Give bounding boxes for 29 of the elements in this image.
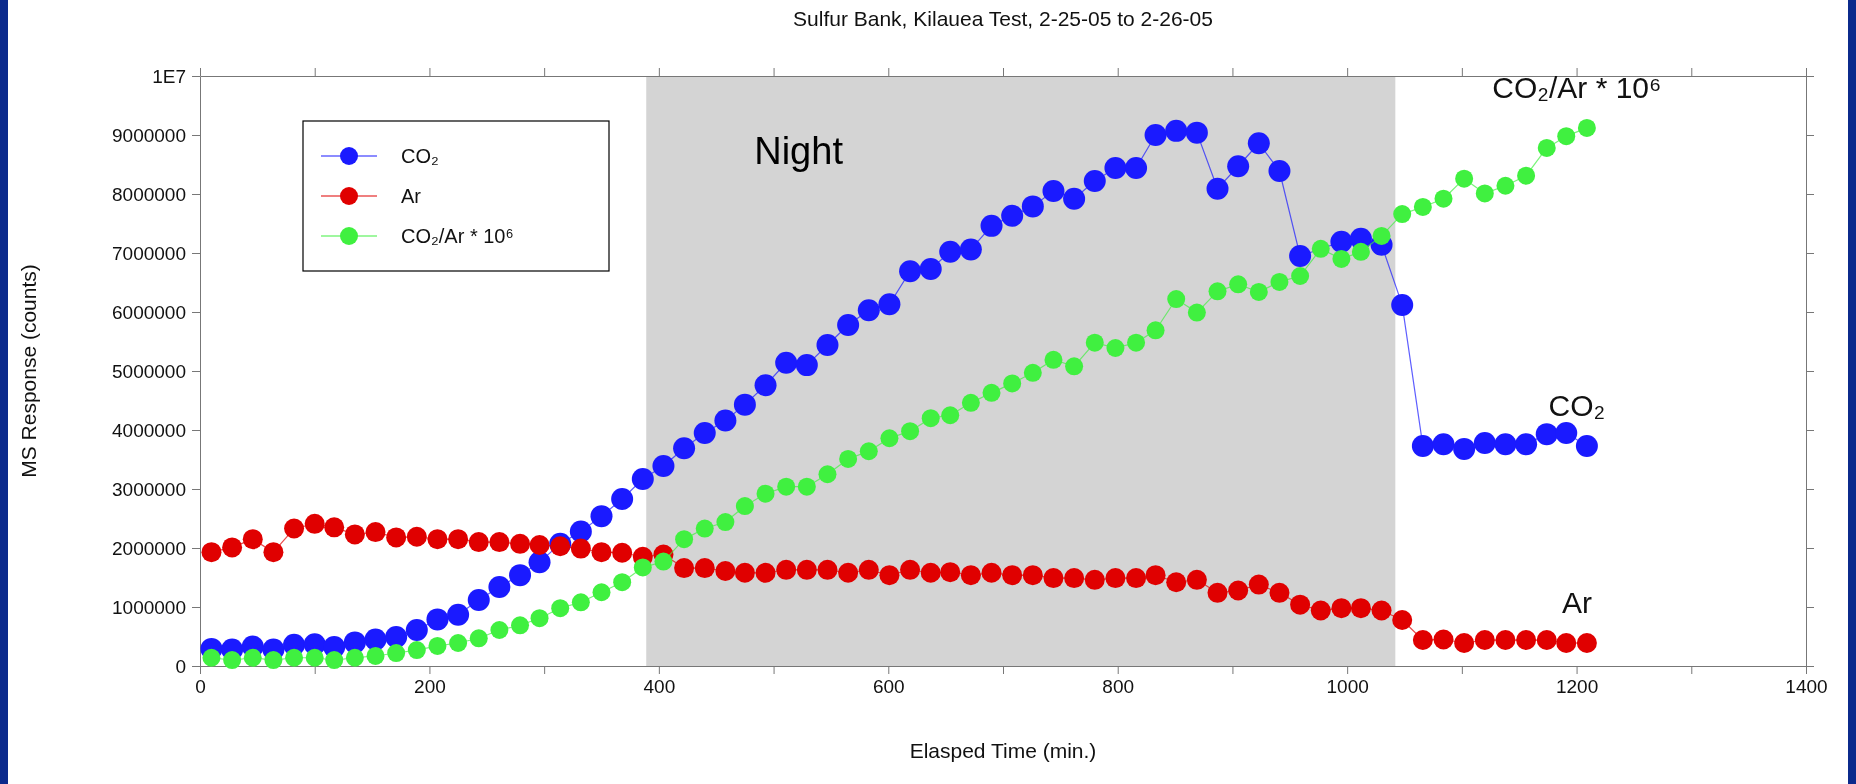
- band-label: Night: [754, 130, 844, 172]
- y-tick-label: 1E7: [152, 65, 186, 87]
- y-tick-label: 4000000: [112, 419, 186, 441]
- text: Ar: [1561, 585, 1592, 619]
- x-tick-label: 1200: [1555, 676, 1599, 698]
- legend-label: CO₂: [401, 145, 439, 167]
- y-tick-label: 9000000: [112, 124, 186, 146]
- y-tick-label: 6000000: [112, 301, 186, 323]
- x-tick-label: 400: [643, 676, 676, 698]
- y-tick-label: 2000000: [112, 537, 186, 559]
- x-tick-label: 0: [195, 676, 206, 698]
- y-tick-label: 5000000: [112, 360, 186, 382]
- chart-title: Sulfur Bank, Kilauea Test, 2-25-05 to 2-26-05: [793, 7, 1213, 30]
- x-tick-label: 200: [414, 676, 446, 698]
- text: CO₂/Ar * 10⁶: [1492, 70, 1662, 104]
- x-axis-title: Elasped Time (min.): [909, 739, 1097, 762]
- x-tick-label: 1000: [1326, 676, 1369, 698]
- text: CO₂: [1548, 388, 1606, 422]
- y-tick-label: 8000000: [112, 183, 186, 205]
- legend-label: CO₂/Ar * 10⁶: [401, 225, 514, 247]
- y-tick-label: 3000000: [112, 478, 186, 500]
- legend-label: Ar: [401, 185, 422, 207]
- x-tick-label: 1400: [1785, 676, 1828, 698]
- y-axis-title: MS Response (counts): [17, 264, 40, 478]
- y-tick-label: 1000000: [112, 596, 186, 618]
- x-tick-label: 600: [872, 676, 905, 698]
- y-tick-label: 7000000: [112, 242, 186, 264]
- x-tick-label: 800: [1102, 676, 1135, 698]
- y-tick-label: 0: [175, 655, 186, 677]
